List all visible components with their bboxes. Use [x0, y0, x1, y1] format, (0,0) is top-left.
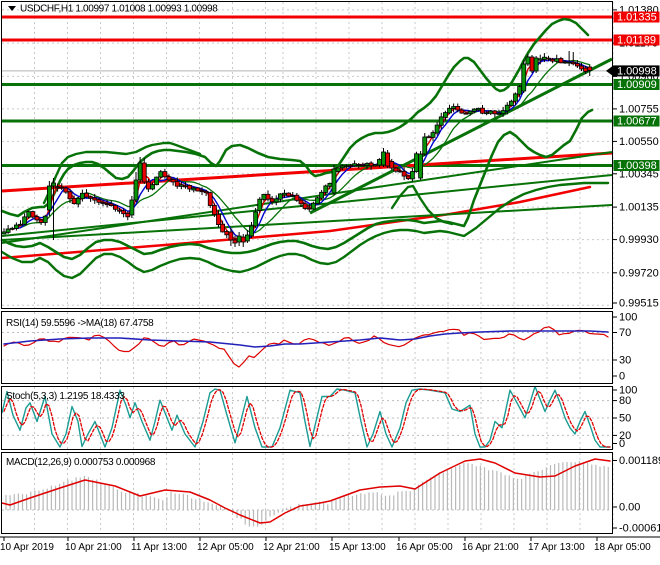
svg-text:10 Apr 21:00: 10 Apr 21:00 — [65, 542, 122, 553]
svg-text:0: 0 — [619, 371, 625, 383]
svg-text:16 Apr 05:00: 16 Apr 05:00 — [396, 542, 453, 553]
svg-text:17 Apr 13:00: 17 Apr 13:00 — [528, 542, 585, 553]
svg-text:1.00755: 1.00755 — [619, 103, 659, 115]
svg-text:1.00345: 1.00345 — [619, 168, 659, 180]
svg-text:20: 20 — [619, 430, 631, 442]
svg-text:18 Apr 05:00: 18 Apr 05:00 — [594, 542, 651, 553]
svg-text:100: 100 — [619, 312, 637, 324]
svg-text:1.00550: 1.00550 — [619, 136, 659, 148]
svg-text:11 Apr 13:00: 11 Apr 13:00 — [131, 542, 187, 553]
svg-text:30: 30 — [619, 355, 631, 367]
svg-text:1.00135: 1.00135 — [619, 202, 659, 214]
svg-text:16 Apr 21:00: 16 Apr 21:00 — [462, 542, 519, 553]
svg-text:50: 50 — [619, 413, 631, 425]
svg-text:100: 100 — [619, 385, 637, 397]
svg-text:0.99720: 0.99720 — [619, 267, 659, 279]
svg-text:10 Apr 2019: 10 Apr 2019 — [0, 542, 54, 553]
svg-text:RSI(14) 59.5596 ->MA(18) 67.4: RSI(14) 59.5596 ->MA(18) 67.4758 — [6, 318, 154, 329]
svg-text:1.00998: 1.00998 — [617, 65, 657, 77]
svg-text:0.001189: 0.001189 — [619, 455, 660, 467]
svg-text:1.00909: 1.00909 — [617, 79, 657, 91]
svg-text:12 Apr 21:00: 12 Apr 21:00 — [263, 542, 320, 553]
svg-text:0.00: 0.00 — [619, 502, 640, 514]
svg-text:Stoch(5,3,3) 1.2195 18.4333: Stoch(5,3,3) 1.2195 18.4333 — [6, 391, 125, 402]
svg-text:80: 80 — [619, 395, 631, 407]
svg-text:0.99930: 0.99930 — [619, 234, 659, 246]
svg-text:12 Apr 05:00: 12 Apr 05:00 — [197, 542, 254, 553]
svg-text:0: 0 — [619, 438, 625, 450]
svg-text:1.01189: 1.01189 — [617, 35, 656, 47]
svg-text:0.99515: 0.99515 — [619, 298, 659, 310]
svg-text:1.01335: 1.01335 — [617, 12, 657, 24]
svg-text:1.00677: 1.00677 — [617, 116, 657, 128]
svg-text:1.00398: 1.00398 — [617, 160, 657, 172]
svg-text:-0.00061: -0.00061 — [619, 523, 660, 535]
svg-text:USDCHF,H1 1.00997 1.01008 1.0: USDCHF,H1 1.00997 1.01008 1.00993 1.0099… — [20, 4, 218, 15]
svg-text:15 Apr 13:00: 15 Apr 13:00 — [329, 542, 386, 553]
svg-text:MACD(12,26,9) 0.000753 0.00096: MACD(12,26,9) 0.000753 0.000968 — [6, 457, 156, 468]
svg-text:70: 70 — [619, 327, 631, 339]
